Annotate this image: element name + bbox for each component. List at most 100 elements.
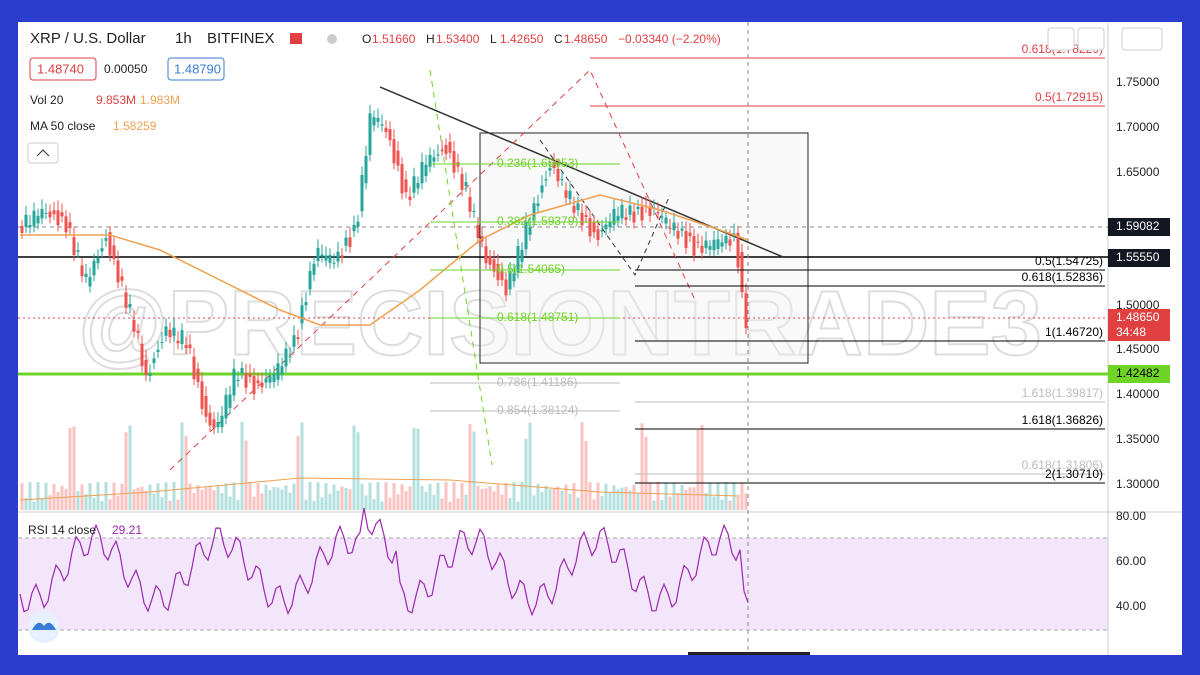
volume-bar [504, 482, 508, 510]
volume-bar [304, 499, 308, 510]
candle [120, 276, 124, 281]
symbol: XRP / U.S. Dollar [30, 30, 146, 47]
volume-bar [216, 484, 220, 510]
rsi-tick: 60.00 [1116, 554, 1146, 568]
volume-bar [380, 501, 384, 510]
volume-bar [96, 482, 100, 510]
candle [60, 212, 64, 217]
volume-bar [80, 484, 84, 510]
candle [436, 154, 440, 156]
volume-bar [676, 492, 680, 510]
fullscreen-button[interactable] [1077, 27, 1105, 51]
candle [280, 366, 284, 375]
box [479, 132, 809, 364]
volume-bar [208, 487, 212, 510]
candle [444, 144, 448, 154]
candle [284, 348, 288, 367]
candle [160, 341, 164, 344]
candle [324, 255, 328, 261]
volume-bar [360, 483, 364, 510]
candle [88, 276, 92, 287]
candle [648, 206, 652, 217]
volume-bar [420, 485, 424, 510]
rsi-line [19, 507, 749, 617]
volume-bar [108, 499, 112, 510]
volume-bar [268, 490, 272, 510]
ohlc-key: O [362, 32, 371, 46]
candle [348, 237, 352, 247]
volume-bar [340, 486, 344, 510]
volume-bar [332, 484, 336, 510]
candle [660, 216, 664, 218]
currency-button[interactable] [1121, 27, 1163, 51]
price-tick: 1.40000 [1116, 387, 1160, 401]
candle [320, 254, 324, 257]
volume-bar [576, 497, 580, 510]
candle [344, 237, 348, 246]
candle [584, 215, 588, 218]
candle [712, 239, 716, 251]
volume-bar [352, 425, 356, 510]
volume-bar [36, 482, 40, 510]
volume-bar [376, 482, 380, 510]
candle [164, 326, 168, 336]
volume-bar [212, 490, 216, 510]
candle [180, 330, 184, 344]
axis-label-box [1108, 365, 1170, 383]
candle [48, 211, 52, 218]
candle [260, 382, 264, 388]
volume-bar [200, 489, 204, 510]
candle [492, 259, 496, 272]
candle [448, 142, 452, 153]
volume-bar [356, 432, 360, 510]
volume-bar [364, 495, 368, 510]
candle [364, 156, 368, 184]
candle [556, 168, 560, 182]
volume-bar [672, 483, 676, 510]
volume-bar [168, 500, 172, 510]
candle [152, 358, 156, 364]
volume-bar [540, 492, 544, 510]
fib-label: 0.5(1.54725) [1035, 254, 1103, 268]
candle [548, 168, 552, 171]
fib-label: 0.618(1.52836) [1022, 270, 1103, 284]
candle [124, 292, 128, 308]
candle [76, 250, 80, 252]
candle [460, 174, 464, 190]
volume-bar [56, 491, 60, 510]
volume-bar [548, 489, 552, 510]
download-button[interactable] [1047, 27, 1075, 51]
candle [276, 363, 280, 380]
volume-bar [428, 483, 432, 510]
volume-bar [244, 440, 248, 510]
volume-bar [68, 428, 72, 510]
axis-label: 34:48 [1116, 325, 1146, 339]
candle [392, 139, 396, 164]
candle [740, 252, 744, 293]
volume-bar [92, 497, 96, 510]
volume-bar [456, 498, 460, 510]
volume-bar [472, 431, 476, 510]
volume-bar [384, 482, 388, 510]
volume-bar [556, 486, 560, 510]
red-dashed [169, 69, 696, 471]
candle [144, 359, 148, 376]
spread: 0.00050 [104, 62, 148, 76]
black-dashed [539, 139, 671, 277]
candle [28, 224, 32, 228]
volume-bar [184, 436, 188, 510]
volume-bar [440, 498, 444, 510]
change: −0.03340 (−2.20%) [618, 32, 721, 46]
collapse-button[interactable] [27, 142, 59, 164]
ohlc-value: 1.51660 [372, 32, 416, 46]
candle [580, 212, 584, 226]
volume-bar [696, 429, 700, 510]
ohlc-key: H [426, 32, 435, 46]
volume-bar [172, 482, 176, 510]
volume-bar [680, 485, 684, 510]
candle [184, 345, 188, 348]
candle [368, 113, 372, 156]
ohlc-value: 1.53400 [436, 32, 480, 46]
